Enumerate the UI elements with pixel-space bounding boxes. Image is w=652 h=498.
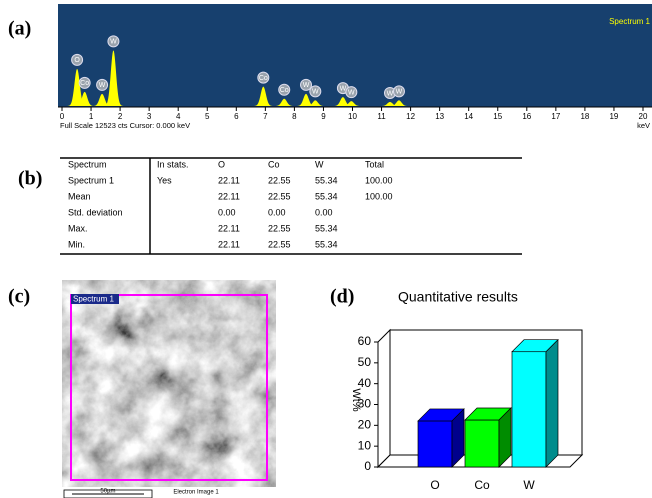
peak-label: W — [110, 39, 117, 46]
table-cell: 55.34 — [315, 175, 338, 185]
sem-image — [62, 280, 276, 487]
table-cell: 55.34 — [315, 223, 338, 233]
x-tick-label: 13 — [435, 112, 444, 121]
x-tick-label: 1 — [89, 112, 94, 121]
table: Spectrum In stats. O Co W Total Spectrum 1 Yes 2… — [68, 159, 393, 249]
x-tick-label: 10 — [348, 112, 357, 121]
peak-label: Co — [80, 80, 89, 87]
table-cell: 22.55 — [268, 239, 291, 249]
y-tick-label: 40 — [358, 376, 372, 390]
table-cell: Std. deviation — [68, 207, 123, 217]
table-cell: 0.00 — [268, 207, 286, 217]
spectrum-title: Spectrum 1 — [609, 17, 650, 26]
table-cell: 22.11 — [218, 239, 240, 249]
y-tick-label: 60 — [358, 334, 372, 348]
region-label: Spectrum 1 — [73, 295, 114, 304]
x-tick-label: 2 — [118, 112, 123, 121]
table-cell: 0.00 — [315, 207, 333, 217]
table-header: In stats. — [157, 159, 189, 169]
bar-front — [465, 420, 499, 467]
table-cell: 22.55 — [268, 223, 291, 233]
x-tick-label: 16 — [522, 112, 531, 121]
x-tick-label: 9 — [321, 112, 326, 121]
table-cell: 55.34 — [315, 191, 338, 201]
spectrum-footer: Full Scale 12523 cts Cursor: 0.000 keV — [60, 121, 190, 130]
scale-label: 50µm — [100, 489, 115, 495]
peak-label: W — [99, 82, 106, 89]
x-tick-label: 7 — [263, 112, 268, 121]
y-tick-label: 30 — [358, 397, 372, 411]
x-tick-label: 11 — [377, 112, 386, 121]
x-unit: keV — [637, 121, 650, 130]
table-cell: 22.55 — [268, 175, 291, 185]
side-wall — [378, 330, 390, 467]
table-header: W — [315, 159, 324, 169]
x-tick-label: 8 — [292, 112, 297, 121]
table-cell: Max. — [68, 223, 88, 233]
table-cell: 22.11 — [218, 223, 240, 233]
x-tick-label: 14 — [464, 112, 473, 121]
x-tick-label: 6 — [234, 112, 239, 121]
x-tick-label: 19 — [609, 112, 618, 121]
x-tick-label: 4 — [176, 112, 181, 121]
panel-label: (b) — [18, 168, 42, 190]
page: {"panel_labels": ["(a)", "(b)", "(c)", "… — [0, 0, 652, 498]
table-header: O — [218, 159, 225, 169]
x-tick-label: 12 — [406, 112, 415, 121]
peak-label: W — [348, 90, 355, 97]
chart-title: Quantitative results — [398, 289, 518, 305]
table-header: Spectrum — [68, 159, 107, 169]
table-cell: 22.55 — [268, 191, 291, 201]
bar-front — [512, 352, 546, 467]
table-header: Total — [365, 159, 384, 169]
panel-label: (c) — [8, 286, 30, 308]
image-caption: Electron Image 1 — [173, 490, 219, 496]
table-cell: Yes — [157, 175, 172, 185]
table-cell: Spectrum 1 — [68, 175, 114, 185]
table-cell: Min. — [68, 239, 85, 249]
x-tick-label: O — [430, 478, 439, 492]
x-tick-label: 3 — [147, 112, 152, 121]
x-tick-label: 5 — [205, 112, 210, 121]
bar-side-shade — [546, 340, 558, 467]
peak-label: W — [396, 89, 403, 96]
panel-label: (a) — [8, 18, 31, 40]
panel-label: (d) — [330, 286, 354, 308]
peak-label: W — [312, 89, 319, 96]
y-tick-label: 50 — [358, 355, 372, 369]
table-cell: 0.00 — [218, 207, 236, 217]
table-cell: Mean — [68, 191, 91, 201]
y-tick-label: 20 — [358, 418, 372, 432]
y-tick-label: 10 — [358, 438, 372, 452]
peak-label: Co — [259, 75, 268, 82]
x-tick-label: 17 — [551, 112, 560, 121]
figure: (a) (b) (c) (d) Spectrum 1 Full Scale 12… — [0, 0, 652, 498]
x-tick-label: 15 — [493, 112, 502, 121]
x-tick-label: W — [523, 478, 535, 492]
bar-front — [418, 421, 452, 467]
table-cell: 22.11 — [218, 175, 240, 185]
peak-label: W — [387, 90, 394, 97]
y-tick-label: 0 — [364, 459, 371, 473]
peak-label: O — [74, 57, 80, 64]
table-cell: 100.00 — [365, 175, 393, 185]
table-cell: 55.34 — [315, 239, 338, 249]
peak-label: Co — [280, 87, 289, 94]
x-tick-label: Co — [474, 478, 490, 492]
x-tick-label: 20 — [639, 112, 648, 121]
table-header: Co — [268, 159, 280, 169]
x-tick-label: 18 — [580, 112, 589, 121]
x-tick-label: 0 — [60, 112, 65, 121]
peak-label: W — [303, 82, 310, 89]
table-cell: 100.00 — [365, 191, 393, 201]
table-cell: 22.11 — [218, 191, 240, 201]
